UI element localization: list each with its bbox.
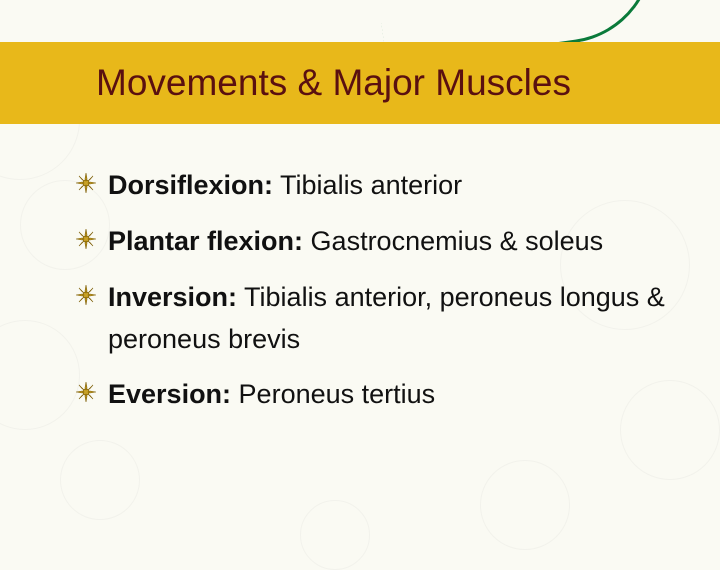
term: Inversion: bbox=[108, 282, 237, 312]
description: Peroneus tertius bbox=[231, 379, 435, 409]
description: Gastrocnemius & soleus bbox=[303, 226, 603, 256]
bg-circle bbox=[480, 460, 570, 550]
list-item: Inversion: Tibialis anterior, peroneus l… bbox=[76, 277, 680, 361]
content-list: Dorsiflexion: Tibialis anterior Plantar … bbox=[76, 165, 680, 430]
list-item: Eversion: Peroneus tertius bbox=[76, 374, 680, 416]
term: Eversion: bbox=[108, 379, 231, 409]
bg-circle bbox=[0, 320, 80, 430]
term: Dorsiflexion: bbox=[108, 170, 273, 200]
star-burst-icon bbox=[76, 229, 96, 249]
list-item: Plantar flexion: Gastrocnemius & soleus bbox=[76, 221, 680, 263]
star-burst-icon bbox=[76, 285, 96, 305]
slide-title: Movements & Major Muscles bbox=[96, 62, 571, 104]
list-item: Dorsiflexion: Tibialis anterior bbox=[76, 165, 680, 207]
bg-circle bbox=[300, 500, 370, 570]
star-burst-icon bbox=[76, 382, 96, 402]
star-burst-icon bbox=[76, 173, 96, 193]
title-bar: Movements & Major Muscles bbox=[0, 42, 720, 124]
description: Tibialis anterior bbox=[273, 170, 462, 200]
term: Plantar flexion: bbox=[108, 226, 303, 256]
bg-circle bbox=[60, 440, 140, 520]
